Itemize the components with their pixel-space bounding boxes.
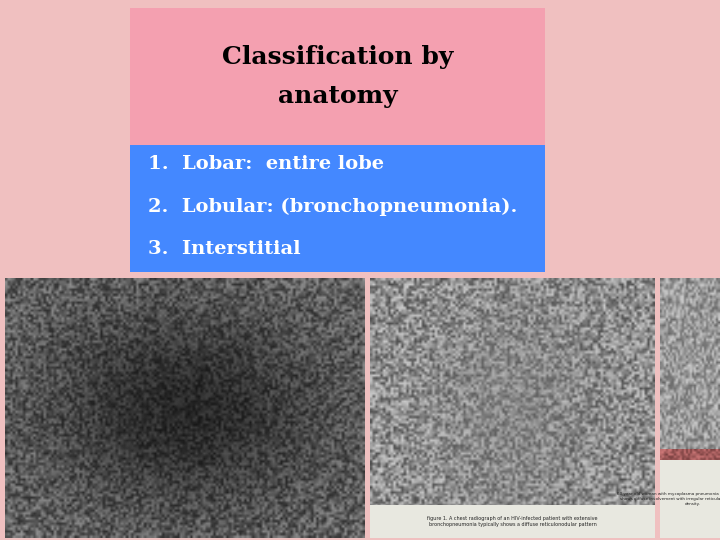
Text: figure 1. A chest radiograph of an HIV-infected patient with extensive
bronchopn: figure 1. A chest radiograph of an HIV-i… bbox=[427, 516, 598, 527]
Text: 3.  Interstitial: 3. Interstitial bbox=[148, 240, 301, 258]
Bar bbox=[370, 505, 655, 538]
Bar bbox=[130, 145, 545, 272]
Bar bbox=[660, 460, 720, 538]
Text: 2.  Lobular: (bronchopneumonia).: 2. Lobular: (bronchopneumonia). bbox=[148, 197, 518, 215]
Text: 1.  Lobar:  entire lobe: 1. Lobar: entire lobe bbox=[148, 155, 384, 173]
Text: 60 year old woman with mycoplasma pneumonia (P). Pa radiograph (left)
shows diff: 60 year old woman with mycoplasma pneumo… bbox=[617, 492, 720, 505]
Bar bbox=[130, 8, 545, 145]
Text: Classification by
anatomy: Classification by anatomy bbox=[222, 45, 453, 108]
